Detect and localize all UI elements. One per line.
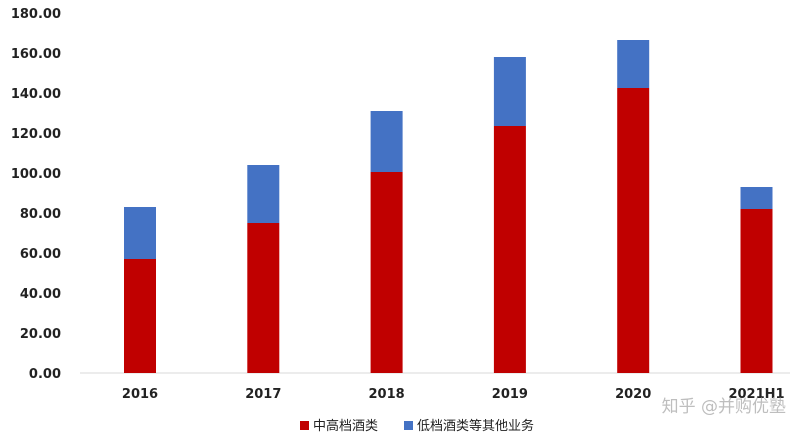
x-tick-label: 2019 [492, 387, 528, 402]
legend-swatch-series-2 [404, 421, 413, 430]
bar-mid-high-liquor-2018 [370, 172, 403, 373]
x-tick-label: 2021H1 [728, 387, 784, 402]
y-tick-label: 140.00 [11, 87, 61, 102]
bar-low-end-other-2017 [247, 165, 280, 223]
y-tick-label: 120.00 [11, 127, 61, 142]
bar-low-end-other-2018 [370, 111, 403, 172]
y-tick-label: 60.00 [20, 247, 61, 262]
legend-label-series-2: 低档酒类等其他业务 [417, 418, 534, 434]
legend-swatch-series-1 [300, 421, 309, 430]
bar-mid-high-liquor-2020 [617, 88, 650, 373]
y-tick-label: 0.00 [29, 367, 61, 382]
x-tick-label: 2017 [245, 387, 281, 402]
y-tick-label: 20.00 [20, 327, 61, 342]
bar-mid-high-liquor-2016 [124, 259, 156, 373]
x-tick-label: 2016 [122, 387, 158, 402]
watermark-text: 知乎 @并购优塾 [662, 396, 786, 417]
bar-low-end-other-2020 [617, 40, 650, 88]
y-tick-label: 100.00 [11, 167, 61, 182]
bars-group [124, 40, 773, 373]
bar-mid-high-liquor-2021H1 [740, 209, 773, 373]
x-tick-label: 2018 [369, 387, 405, 402]
y-tick-label: 180.00 [11, 7, 61, 22]
y-tick-label: 80.00 [20, 207, 61, 222]
bar-low-end-other-2016 [124, 207, 156, 259]
y-tick-label: 40.00 [20, 287, 61, 302]
bar-low-end-other-2021H1 [740, 187, 773, 209]
y-tick-label: 160.00 [11, 47, 61, 62]
bar-low-end-other-2019 [493, 57, 526, 126]
x-tick-label: 2020 [615, 387, 651, 402]
legend-label-series-1: 中高档酒类 [313, 418, 378, 434]
bar-mid-high-liquor-2017 [247, 223, 280, 373]
x-axis-ticks: 2016 2017 2018 2019 2020 2021H1 [122, 387, 785, 402]
legend: 中高档酒类 低档酒类等其他业务 [300, 418, 534, 434]
y-axis-ticks: 0.00 20.00 40.00 60.00 80.00 100.00 120.00 140.… [11, 7, 61, 382]
bar-mid-high-liquor-2019 [493, 126, 526, 373]
